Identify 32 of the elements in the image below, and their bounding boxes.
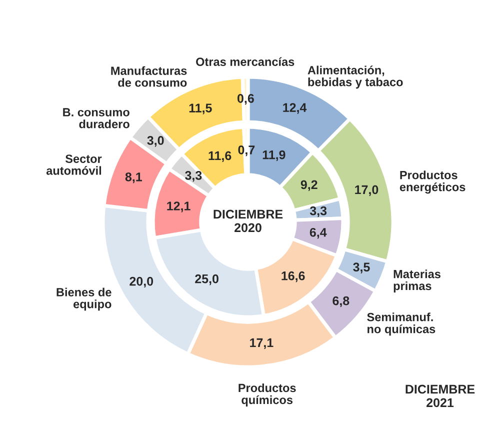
data-label: 3,3 <box>185 170 202 182</box>
data-label: 11,9 <box>262 150 286 162</box>
data-label: 9,2 <box>300 180 318 191</box>
data-label: 11,5 <box>189 104 212 114</box>
slice-label: Materias primas <box>394 270 440 292</box>
data-label: 16,6 <box>282 271 305 282</box>
data-label: 3,3 <box>310 206 327 218</box>
slice-label: Alimentación, bebidas y tabaco <box>308 66 403 89</box>
slice-label: DICIEMBRE 2021 <box>406 384 475 408</box>
data-label: 17,1 <box>250 338 274 349</box>
data-label: 12,4 <box>283 103 307 114</box>
data-label: 3,0 <box>147 136 164 147</box>
slice-label: DICIEMBRE 2020 <box>214 210 283 232</box>
data-label: 17,0 <box>355 185 378 196</box>
data-label: 0,6 <box>237 94 254 105</box>
data-label: 0,7 <box>238 145 255 156</box>
data-label: 3,5 <box>353 262 370 274</box>
slice-label: Semimanuf. no químicas <box>367 312 436 336</box>
data-label: 6,8 <box>332 296 350 308</box>
data-label: 6,4 <box>310 228 327 239</box>
data-label: 12,1 <box>167 202 190 212</box>
slice-label: Bienes de equipo <box>56 288 112 311</box>
slice-label: B. consumo duradero <box>63 108 130 128</box>
slice-label: Productos químicos <box>238 383 296 406</box>
slice-label: Productos energéticos <box>400 170 466 194</box>
data-label: 11,6 <box>208 151 232 162</box>
data-label: 8,1 <box>125 172 142 184</box>
slice-label: Otras mercancías <box>196 57 294 66</box>
slice-label: Manufacturas de consumo <box>111 66 187 87</box>
data-label: 25,0 <box>195 274 218 286</box>
data-label: 20,0 <box>130 276 154 288</box>
slice-label: Sector automóvil <box>46 154 102 175</box>
